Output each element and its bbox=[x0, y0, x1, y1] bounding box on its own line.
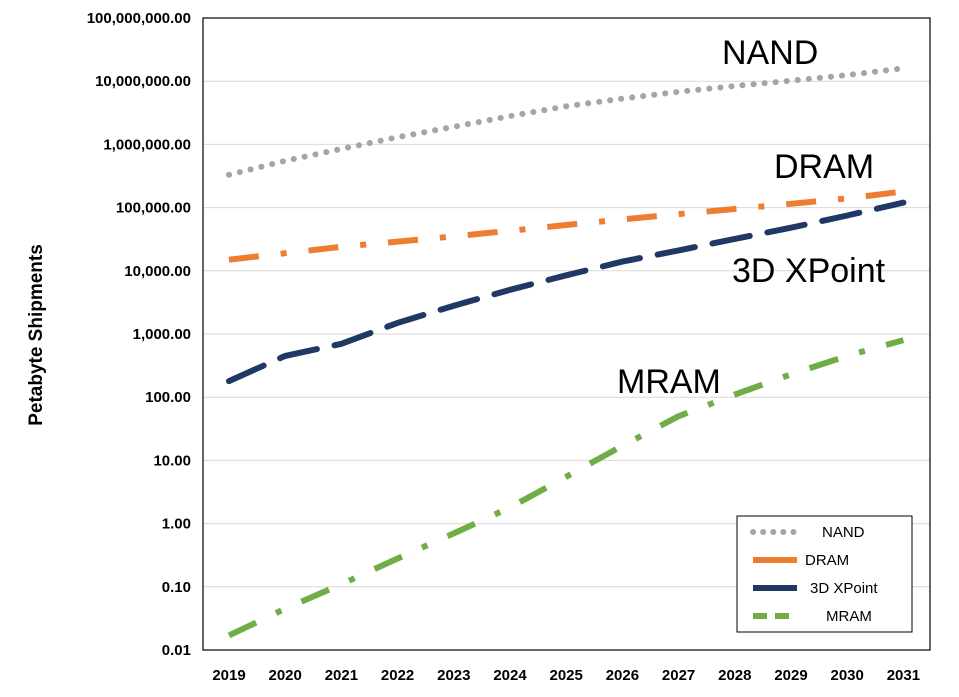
series-line-dram bbox=[228, 188, 904, 263]
series-annotations: NAND DRAM 3D XPoint MRAM bbox=[617, 34, 886, 401]
legend: NAND DRAM 3D XPoint MRAM bbox=[736, 515, 913, 633]
x-tick-label: 2024 bbox=[493, 667, 527, 684]
legend-label: DRAM bbox=[805, 552, 849, 569]
x-tick-label: 2025 bbox=[550, 667, 583, 684]
y-tick-label: 0.10 bbox=[162, 579, 191, 596]
x-tick-label: 2019 bbox=[212, 667, 245, 684]
y-tick-label: 1,000.00 bbox=[133, 326, 191, 343]
x-tick-label: 2027 bbox=[662, 667, 695, 684]
y-tick-label: 100,000.00 bbox=[116, 200, 191, 217]
x-tick-label: 2022 bbox=[381, 667, 414, 684]
annotation-3d-xpoint: 3D XPoint bbox=[732, 252, 886, 290]
legend-label: 3D XPoint bbox=[810, 580, 878, 597]
x-tick-label: 2026 bbox=[606, 667, 639, 684]
y-tick-label: 10,000,000.00 bbox=[95, 73, 191, 90]
x-tick-labels: 2019 2020 2021 2022 2023 2024 2025 2026 2027 2028… bbox=[212, 667, 920, 684]
y-tick-label: 1.00 bbox=[162, 516, 191, 533]
x-tick-label: 2021 bbox=[325, 667, 358, 684]
legend-label: MRAM bbox=[826, 608, 872, 625]
plot-area-border bbox=[202, 17, 931, 651]
series-line-nand bbox=[226, 65, 907, 178]
x-tick-label: 2028 bbox=[718, 667, 751, 684]
legend-label: NAND bbox=[822, 524, 865, 541]
series-line-3d-xpoint bbox=[226, 199, 907, 385]
x-tick-label: 2023 bbox=[437, 667, 470, 684]
annotation-mram: MRAM bbox=[617, 363, 721, 401]
x-tick-label: 2020 bbox=[269, 667, 302, 684]
x-tick-label: 2029 bbox=[774, 667, 807, 684]
y-tick-label: 10,000.00 bbox=[124, 263, 191, 280]
y-tick-labels: 0.01 0.10 1.00 10.00 100.00 1,000.00 10,000.00… bbox=[87, 10, 191, 659]
y-tick-label: 10.00 bbox=[153, 452, 191, 469]
series-line-mram bbox=[227, 337, 905, 639]
y-tick-label: 100,000,000.00 bbox=[87, 10, 191, 27]
series-lines bbox=[226, 65, 907, 639]
x-tick-label: 2030 bbox=[831, 667, 864, 684]
y-tick-label: 0.01 bbox=[162, 642, 191, 659]
y-axis-label: Petabyte Shipments bbox=[26, 244, 47, 426]
y-tick-label: 100.00 bbox=[145, 389, 191, 406]
x-tick-label: 2031 bbox=[887, 667, 920, 684]
y-tick-label: 1,000,000.00 bbox=[103, 136, 191, 153]
annotation-nand: NAND bbox=[722, 34, 818, 72]
legend-box bbox=[736, 515, 913, 633]
annotation-dram: DRAM bbox=[774, 148, 874, 186]
